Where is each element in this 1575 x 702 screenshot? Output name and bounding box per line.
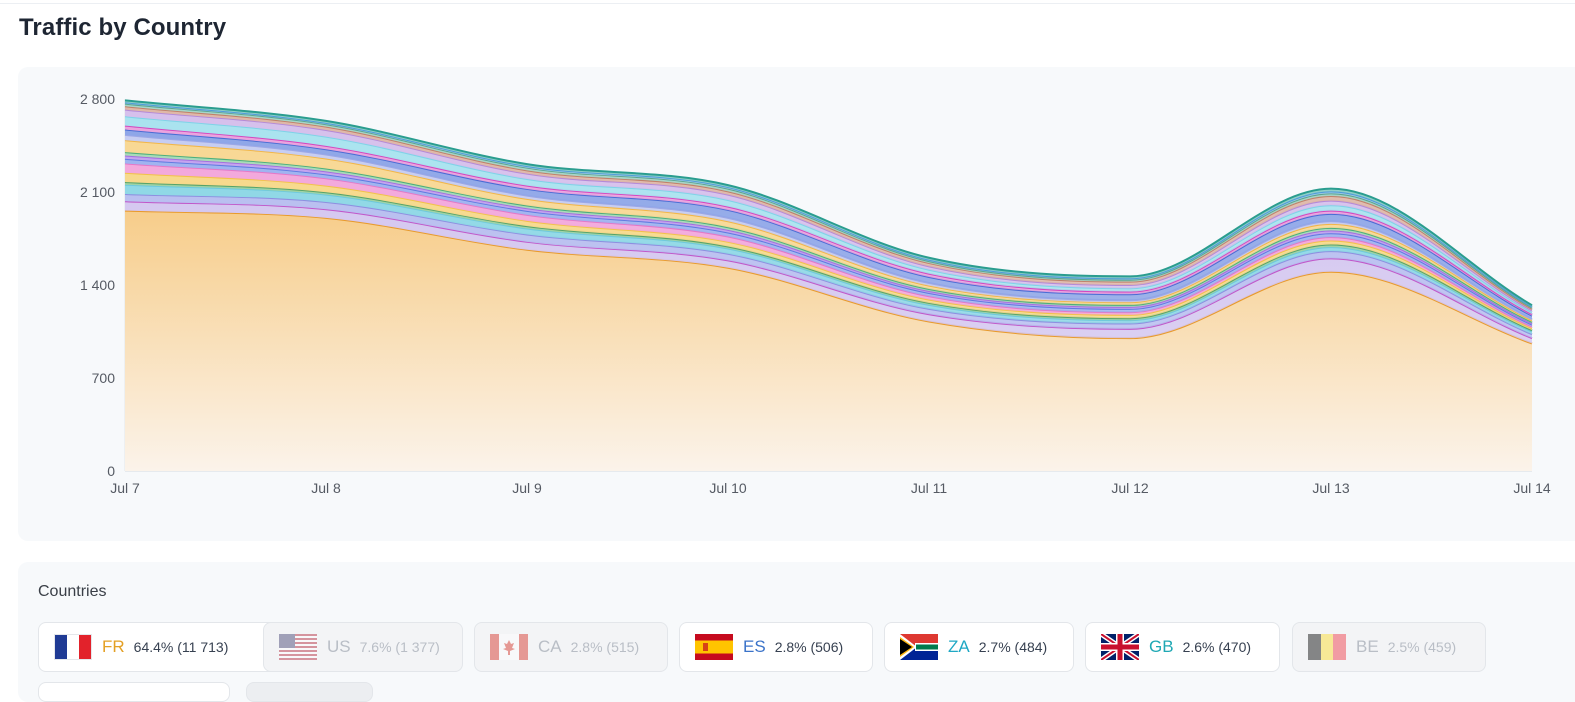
country-share: 7.6% (1 377) xyxy=(359,639,440,655)
series-line xyxy=(124,99,1533,307)
uk-flag-icon xyxy=(1099,631,1141,663)
x-tick-label: Jul 12 xyxy=(1111,480,1149,496)
country-code: FR xyxy=(102,637,125,656)
y-tick-label: 1 400 xyxy=(80,277,115,293)
country-share: 2.7% (484) xyxy=(978,639,1048,655)
country-code: CA xyxy=(538,637,562,656)
country-chip-us[interactable]: US 7.6% (1 377) xyxy=(263,622,463,672)
countries-heading: Countries xyxy=(38,583,107,600)
country-chip-partial[interactable] xyxy=(38,682,230,702)
x-tick-label: Jul 8 xyxy=(311,480,341,496)
series-area xyxy=(125,201,1532,344)
series-area xyxy=(125,140,1532,322)
x-tick-label: Jul 10 xyxy=(709,480,747,496)
x-tick-label: Jul 7 xyxy=(110,480,140,496)
canada-flag-icon xyxy=(490,634,528,660)
france-flag-icon xyxy=(54,634,92,660)
chart-card: 0 700 1 400 2 100 2 800 Jul 7 Jul 8 Jul 9 Jul 1… xyxy=(18,67,1575,541)
country-chip-gb[interactable]: GB 2.6% (470) xyxy=(1085,622,1280,672)
country-code: US xyxy=(327,637,351,656)
country-chip-es[interactable]: ES 2.8% (506) xyxy=(679,622,873,672)
y-tick-label: 700 xyxy=(92,370,116,386)
country-chip-list: FR 64.4% (11 713) US 7.6% (1 377) CA 2.8% (51… xyxy=(38,622,1575,682)
country-code: ES xyxy=(743,637,766,656)
usa-flag-icon xyxy=(279,634,317,660)
x-tick-label: Jul 9 xyxy=(512,480,542,496)
y-axis-ticks: 0 700 1 400 2 100 2 800 xyxy=(80,91,115,479)
x-axis-ticks: Jul 7 Jul 8 Jul 9 Jul 10 Jul 11 Jul 12 Jul 13 J… xyxy=(110,480,1551,496)
x-tick-label: Jul 14 xyxy=(1513,480,1551,496)
country-share: 2.5% (459) xyxy=(1387,639,1457,655)
series-area xyxy=(125,210,1532,471)
country-share: 64.4% (11 713) xyxy=(133,639,229,655)
countries-panel: Countries FR 64.4% (11 713) US 7.6% (1 377)… xyxy=(18,562,1575,702)
y-tick-label: 2 800 xyxy=(80,91,115,107)
south-africa-flag-icon xyxy=(900,634,938,660)
country-share: 2.8% (515) xyxy=(570,639,640,655)
y-tick-label: 2 100 xyxy=(80,184,115,200)
belgium-flag-icon xyxy=(1308,634,1346,660)
country-chip-fr[interactable]: FR 64.4% (11 713) xyxy=(38,622,280,672)
x-tick-label: Jul 11 xyxy=(911,480,948,496)
country-share: 2.6% (470) xyxy=(1182,639,1252,655)
country-chip-partial[interactable] xyxy=(246,682,373,702)
country-chip-ca[interactable]: CA 2.8% (515) xyxy=(474,622,668,672)
country-code: BE xyxy=(1356,637,1379,656)
series-area xyxy=(125,116,1532,315)
y-tick-label: 0 xyxy=(107,463,115,479)
country-share: 2.8% (506) xyxy=(774,639,844,655)
traffic-area-chart: 0 700 1 400 2 100 2 800 Jul 7 Jul 8 Jul 9 Jul 1… xyxy=(80,91,1551,496)
country-chip-za[interactable]: ZA 2.7% (484) xyxy=(884,622,1074,672)
x-tick-label: Jul 13 xyxy=(1312,480,1350,496)
series-area xyxy=(125,163,1532,329)
country-code: ZA xyxy=(948,637,970,656)
area-layer xyxy=(124,99,1533,471)
series-area xyxy=(125,182,1532,332)
spain-flag-icon xyxy=(695,634,733,660)
series-area xyxy=(125,184,1532,335)
country-code: GB xyxy=(1149,637,1174,656)
country-chip-be[interactable]: BE 2.5% (459) xyxy=(1292,622,1486,672)
page-title: Traffic by Country xyxy=(19,14,227,41)
top-divider xyxy=(0,3,1575,4)
series-area xyxy=(125,193,1532,339)
